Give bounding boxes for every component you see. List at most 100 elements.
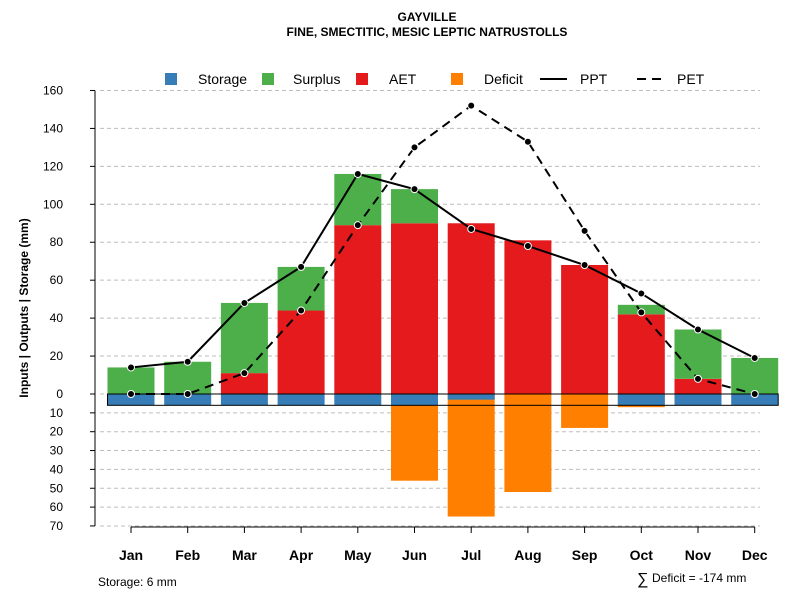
ppt-point — [183, 357, 192, 366]
y-tick-label: 40 — [50, 462, 64, 476]
ppt-point — [637, 289, 646, 298]
storage-bar — [107, 394, 155, 406]
x-tick-label: Dec — [742, 547, 768, 563]
deficit-bar — [447, 394, 495, 517]
pet-point — [523, 137, 532, 146]
pet-point — [637, 308, 646, 317]
surplus-bar — [391, 189, 438, 224]
deficit-bars — [391, 394, 665, 517]
x-axis-labels: Jan Feb Mar Apr May Jun Jul Aug Sep Oct Nov Dec — [119, 526, 768, 563]
y-axis: 0 20 40 60 80 100 120 140 160 10 20 30 40 50 60 70 — [43, 83, 96, 533]
x-tick-label: Jul — [461, 547, 481, 563]
pet-point — [580, 226, 589, 235]
deficit-bar — [391, 394, 438, 481]
y-tick-label: 70 — [50, 519, 64, 533]
x-tick-label: Jan — [119, 547, 143, 563]
ppt-point — [353, 169, 362, 178]
pet-point — [240, 369, 249, 378]
ppt-point — [240, 298, 249, 307]
ppt-point — [694, 325, 702, 334]
x-tick-label: May — [344, 547, 371, 563]
y-tick-label: 80 — [50, 235, 64, 249]
storage-bar — [277, 394, 325, 406]
x-tick-label: Mar — [232, 547, 257, 563]
y-tick-label: 140 — [43, 121, 63, 135]
storage-bar — [447, 394, 495, 400]
deficit-note: Deficit = -174 mm — [652, 571, 746, 585]
ppt-point — [410, 185, 419, 194]
deficit-legend-label: Deficit — [484, 71, 523, 87]
pet-point — [353, 221, 362, 230]
aet-legend-label: AET — [389, 71, 417, 87]
storage-legend-label: Storage — [198, 71, 247, 87]
surplus-legend-swatch — [262, 73, 274, 85]
x-tick-label: Nov — [685, 547, 712, 563]
y-tick-label: 100 — [43, 197, 63, 211]
ppt-pet-lines — [127, 101, 759, 398]
storage-bar — [674, 394, 722, 406]
ppt-legend-label: PPT — [580, 71, 608, 87]
y-tick-label: 120 — [43, 159, 63, 173]
y-tick-label: 0 — [56, 387, 63, 401]
aet-bar — [561, 265, 609, 394]
storage-legend-swatch — [165, 73, 177, 85]
y-tick-label: 10 — [50, 406, 64, 420]
pet-point — [694, 374, 702, 383]
chart-legend: Storage Surplus AET Deficit PPT PET — [165, 71, 705, 87]
ppt-point — [467, 224, 476, 233]
x-tick-label: Jun — [402, 547, 427, 563]
surplus-bar — [731, 357, 779, 394]
y-tick-label: 40 — [50, 311, 64, 325]
deficit-legend-swatch — [451, 73, 463, 85]
aet-bar — [277, 310, 325, 394]
y-tick-label: 60 — [50, 500, 64, 514]
ppt-line — [130, 172, 756, 369]
aet-bar — [617, 314, 665, 394]
storage-bar — [731, 394, 779, 406]
y-tick-label: 20 — [50, 349, 64, 363]
ppt-point — [297, 262, 306, 271]
x-tick-label: Aug — [514, 547, 541, 563]
x-tick-label: Oct — [630, 547, 654, 563]
aet-bar — [447, 223, 495, 394]
stacked-bars — [107, 173, 779, 394]
storage-band-outline — [107, 393, 779, 406]
pet-legend-label: PET — [677, 71, 705, 87]
deficit-bar — [504, 394, 552, 493]
deficit-bar — [561, 394, 609, 428]
ppt-point — [127, 363, 135, 372]
storage-bar — [334, 394, 382, 406]
aet-legend-swatch — [356, 73, 368, 85]
chart-subtitle: FINE, SMECTITIC, MESIC LEPTIC NATRUSTOLL… — [287, 25, 568, 39]
surplus-legend-label: Surplus — [293, 71, 340, 87]
storage-band — [107, 393, 779, 406]
pet-point — [297, 306, 306, 315]
storage-bar — [391, 394, 438, 406]
deficit-sum-symbol: ∑ — [637, 571, 648, 588]
y-tick-label: 60 — [50, 273, 64, 287]
pet-point — [467, 101, 476, 110]
surplus-bar — [220, 302, 268, 374]
storage-note: Storage: 6 mm — [98, 575, 177, 589]
ppt-point — [750, 353, 759, 362]
pet-point — [127, 390, 135, 398]
aet-bar — [391, 223, 438, 394]
y-tick-label: 160 — [43, 83, 63, 97]
x-tick-label: Apr — [289, 547, 314, 563]
x-tick-label: Sep — [572, 547, 598, 563]
y-tick-label: 50 — [50, 481, 64, 495]
pet-point — [410, 143, 419, 152]
ppt-point — [580, 261, 589, 270]
storage-bar — [164, 394, 212, 406]
pet-line — [131, 104, 755, 395]
y-tick-label: 30 — [50, 444, 64, 458]
chart-title: GAYVILLE — [398, 10, 457, 24]
aet-bar — [220, 373, 268, 394]
aet-bar — [504, 240, 552, 394]
aet-bar — [334, 225, 382, 394]
y-tick-label: 20 — [50, 425, 64, 439]
pet-point — [750, 390, 759, 398]
y-axis-label: Inputs | Outputs | Storage (mm) — [17, 218, 31, 397]
storage-bar — [220, 394, 268, 406]
